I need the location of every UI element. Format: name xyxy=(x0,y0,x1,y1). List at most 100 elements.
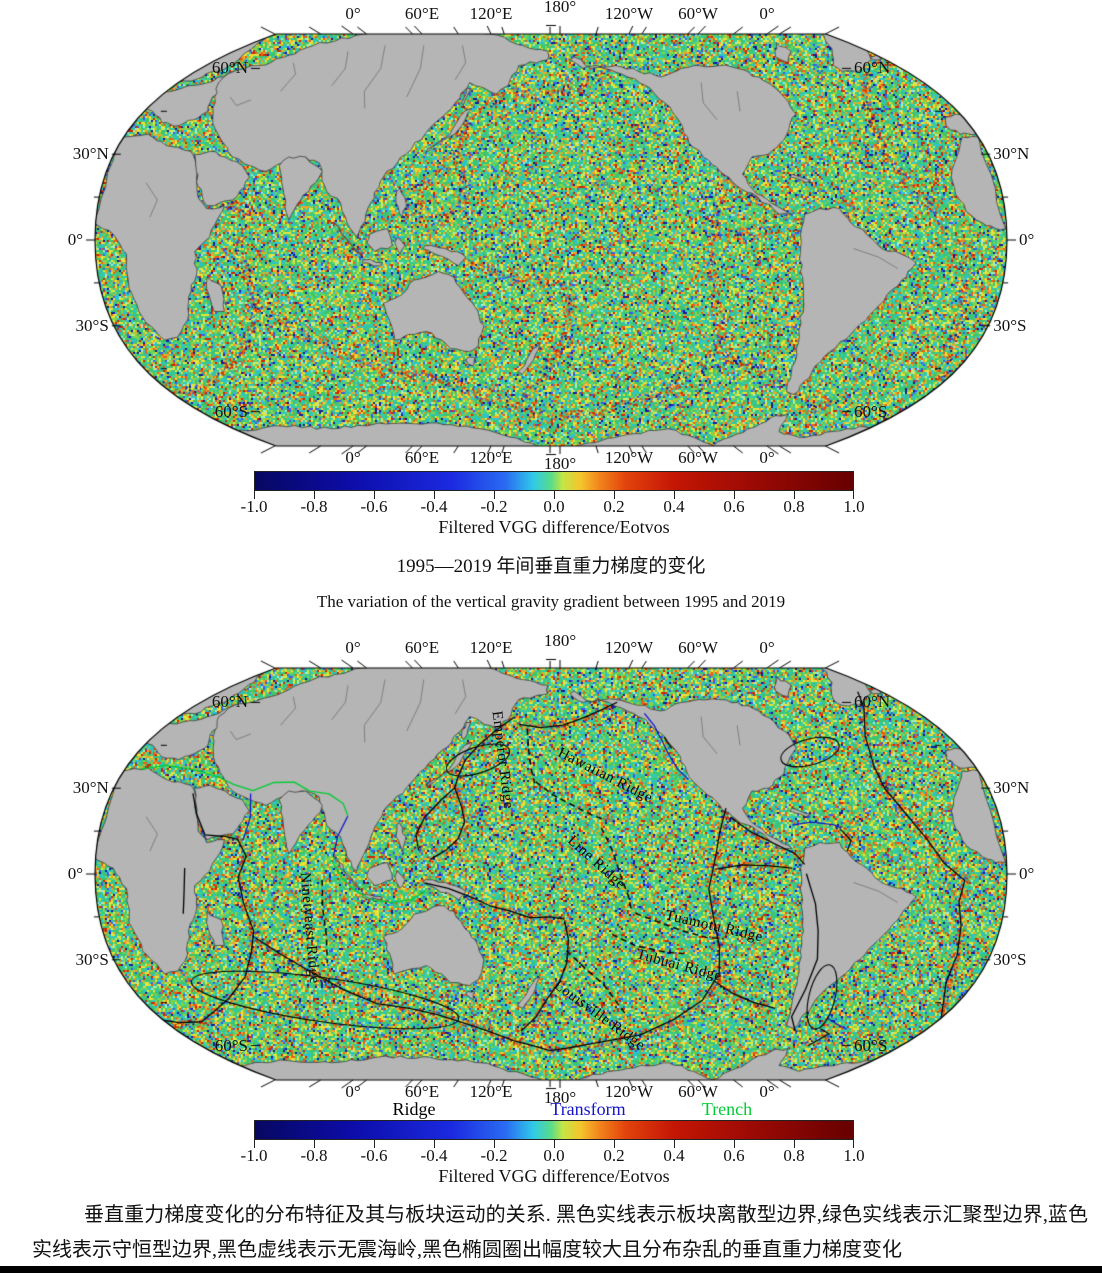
lat-label: 60°N xyxy=(211,692,248,712)
colorbar-top: -1.0 -0.8 -0.6 -0.4 -0.2 0.0 0.2 0.4 0.6 0.8 1.0 F… xyxy=(241,471,865,538)
lon-label: 0° xyxy=(345,638,361,657)
lon-label: 60°W xyxy=(678,1082,718,1101)
lat-label: 30°N xyxy=(993,778,1030,798)
legend-item-ridge: Ridge xyxy=(392,1099,436,1119)
colorbar-tick xyxy=(614,491,615,499)
colorbar-ticks xyxy=(254,491,854,499)
colorbar-tick-label: -0.2 xyxy=(480,1146,508,1165)
legend-item-trench: Trench xyxy=(701,1099,753,1119)
colorbar-tick-labels: -1.0 -0.8 -0.6 -0.4 -0.2 0.0 0.2 0.4 0.6 0.8 1.0 xyxy=(241,497,865,517)
lon-label: 120°E xyxy=(469,448,513,467)
colorbar-tick-label: -0.8 xyxy=(300,1146,328,1165)
lon-label: 60°W xyxy=(678,448,718,467)
caption-zh: 1995—2019 年间垂直重力梯度的变化 xyxy=(396,556,706,577)
colorbar-tick-label: 0.2 xyxy=(603,1146,625,1165)
lon-label: 60°E xyxy=(404,448,440,467)
legend-item-transform: Transform xyxy=(550,1099,626,1119)
lon-label: 120°W xyxy=(604,638,654,657)
lat-label: 60°N xyxy=(854,692,891,712)
lon-label: 0° xyxy=(759,448,775,467)
colorbar-tick xyxy=(314,491,315,499)
colorbar-tick-label: -1.0 xyxy=(240,497,268,516)
lat-label: 30°S xyxy=(75,949,109,969)
colorbar-title: Filtered VGG difference/Eotvos xyxy=(438,1166,670,1186)
lon-label: 180° xyxy=(543,454,577,473)
lat-label: 60°S xyxy=(854,401,888,421)
colorbar-tick xyxy=(374,491,375,499)
lon-label: 0° xyxy=(759,4,775,23)
colorbar-tick-label: 0.0 xyxy=(543,1146,565,1165)
colorbar-tick-label: -0.4 xyxy=(420,1146,448,1165)
lon-label: 0° xyxy=(345,4,361,23)
lat-label: 30°S xyxy=(993,949,1027,969)
colorbar-tick xyxy=(254,491,255,499)
colorbar-tick xyxy=(554,491,555,499)
lat-label: 30°N xyxy=(72,778,109,798)
colorbar-tick-label: -1.0 xyxy=(240,1146,268,1165)
colorbar-tick xyxy=(494,491,495,499)
lon-label: 60°W xyxy=(678,638,718,657)
colorbar-tick xyxy=(374,1140,375,1148)
lat-label: 0° xyxy=(67,230,83,249)
colorbar-tick-label: 0.2 xyxy=(603,497,625,516)
lat-label: 30°N xyxy=(72,144,109,164)
lon-label: 120°E xyxy=(469,1082,513,1101)
lat-label: 60°N xyxy=(211,58,248,78)
lat-label: 60°S xyxy=(214,1035,248,1055)
colorbar-tick-label: -0.8 xyxy=(300,497,328,516)
lat-label: 30°N xyxy=(993,144,1030,164)
vgg-map-top-canvas xyxy=(85,22,1017,458)
colorbar-tick-label: -0.2 xyxy=(480,497,508,516)
lon-label: 0° xyxy=(759,638,775,657)
lon-label: 180° xyxy=(543,631,577,650)
colorbar-tick xyxy=(554,1140,555,1148)
colorbar-tick xyxy=(434,1140,435,1148)
colorbar-tick-label: 1.0 xyxy=(843,497,865,516)
lon-label: 120°E xyxy=(469,638,513,657)
lat-label: 0° xyxy=(67,864,83,883)
lon-label: 60°E xyxy=(404,638,440,657)
colorbar-gradient xyxy=(254,1120,854,1140)
lon-label: 0° xyxy=(345,1082,361,1101)
colorbar-tick xyxy=(853,1140,854,1148)
caption-en: The variation of the vertical gravity gr… xyxy=(316,592,786,611)
colorbar-bottom: -1.0 -0.8 -0.6 -0.4 -0.2 0.0 0.2 0.4 0.6 0.8 1.0 F… xyxy=(241,1120,865,1187)
colorbar-tick xyxy=(434,491,435,499)
lon-label: 60°E xyxy=(404,1082,440,1101)
colorbar-tick xyxy=(853,491,854,499)
lon-label: 60°W xyxy=(678,4,718,23)
colorbar-title: Filtered VGG difference/Eotvos xyxy=(438,517,670,537)
lon-label: 180° xyxy=(543,0,577,16)
lat-label: 0° xyxy=(1019,230,1035,249)
colorbar-tick xyxy=(614,1140,615,1148)
lon-label: 60°E xyxy=(404,4,440,23)
colorbar-tick-label: -0.6 xyxy=(360,497,388,516)
colorbar-tick xyxy=(314,1140,315,1148)
colorbar-tick-label: 0.8 xyxy=(783,497,805,516)
colorbar-tick-label: -0.6 xyxy=(360,1146,388,1165)
lat-label: 60°S xyxy=(854,1035,888,1055)
lat-label: 30°S xyxy=(993,315,1027,335)
colorbar-tick-label: 0.0 xyxy=(543,497,565,516)
colorbar-tick xyxy=(674,491,675,499)
lon-label: 120°W xyxy=(604,448,654,467)
lat-label: 30°S xyxy=(75,315,109,335)
colorbar-tick-label: 0.4 xyxy=(663,1146,685,1165)
colorbar-tick-label: -0.4 xyxy=(420,497,448,516)
colorbar-tick xyxy=(734,491,735,499)
colorbar-tick-label: 1.0 xyxy=(843,1146,865,1165)
vgg-map-bottom-canvas xyxy=(85,656,1017,1092)
colorbar-tick xyxy=(734,1140,735,1148)
colorbar-tick xyxy=(794,1140,795,1148)
lon-label: 120°W xyxy=(604,4,654,23)
lon-label: 180° xyxy=(543,1088,577,1107)
colorbar-ticks xyxy=(254,1140,854,1148)
colorbar-tick xyxy=(794,491,795,499)
colorbar-gradient xyxy=(254,471,854,491)
colorbar-tick xyxy=(494,1140,495,1148)
lon-label: 0° xyxy=(759,1082,775,1101)
colorbar-tick-labels: -1.0 -0.8 -0.6 -0.4 -0.2 0.0 0.2 0.4 0.6 0.8 1.0 xyxy=(241,1146,865,1166)
lon-label: 0° xyxy=(345,448,361,467)
colorbar-tick-label: 0.8 xyxy=(783,1146,805,1165)
